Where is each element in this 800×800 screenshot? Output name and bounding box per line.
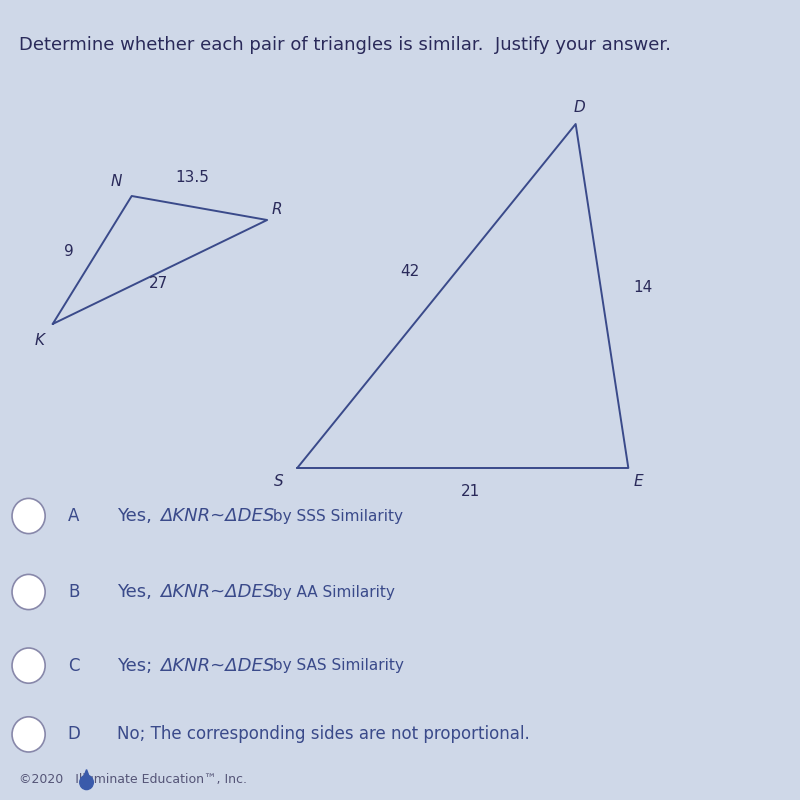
Text: by SSS Similarity: by SSS Similarity [268, 509, 402, 523]
Text: 21: 21 [461, 485, 480, 499]
Text: Yes;: Yes; [117, 657, 163, 674]
Text: R: R [272, 202, 282, 217]
Text: ©2020   Illuminate Education™, Inc.: ©2020 Illuminate Education™, Inc. [19, 773, 247, 786]
Text: Yes,: Yes, [117, 583, 163, 601]
Text: C: C [68, 657, 79, 674]
Text: No; The corresponding sides are not proportional.: No; The corresponding sides are not prop… [117, 726, 530, 743]
Text: 13.5: 13.5 [175, 170, 209, 185]
Text: by AA Similarity: by AA Similarity [268, 585, 394, 599]
Text: ΔKNR~ΔDES: ΔKNR~ΔDES [161, 657, 275, 674]
Polygon shape [83, 770, 90, 778]
Circle shape [80, 775, 94, 790]
Text: D: D [574, 101, 586, 115]
Text: Yes,: Yes, [117, 507, 163, 525]
Text: A: A [68, 507, 79, 525]
Text: ΔKNR~ΔDES: ΔKNR~ΔDES [160, 583, 274, 601]
Circle shape [12, 498, 45, 534]
Circle shape [12, 648, 45, 683]
Text: B: B [68, 583, 79, 601]
Text: 9: 9 [64, 245, 74, 259]
Text: ΔKNR~ΔDES: ΔKNR~ΔDES [160, 507, 274, 525]
Text: 42: 42 [401, 265, 420, 279]
Text: S: S [274, 474, 283, 489]
Circle shape [12, 717, 45, 752]
Text: K: K [34, 333, 44, 347]
Text: by SAS Similarity: by SAS Similarity [268, 658, 404, 673]
Text: D: D [67, 726, 80, 743]
Circle shape [12, 574, 45, 610]
Text: 14: 14 [634, 281, 653, 295]
Text: N: N [111, 174, 122, 189]
Text: E: E [634, 474, 643, 489]
Text: 27: 27 [149, 277, 168, 291]
Text: Determine whether each pair of triangles is similar.  Justify your answer.: Determine whether each pair of triangles… [19, 36, 671, 54]
